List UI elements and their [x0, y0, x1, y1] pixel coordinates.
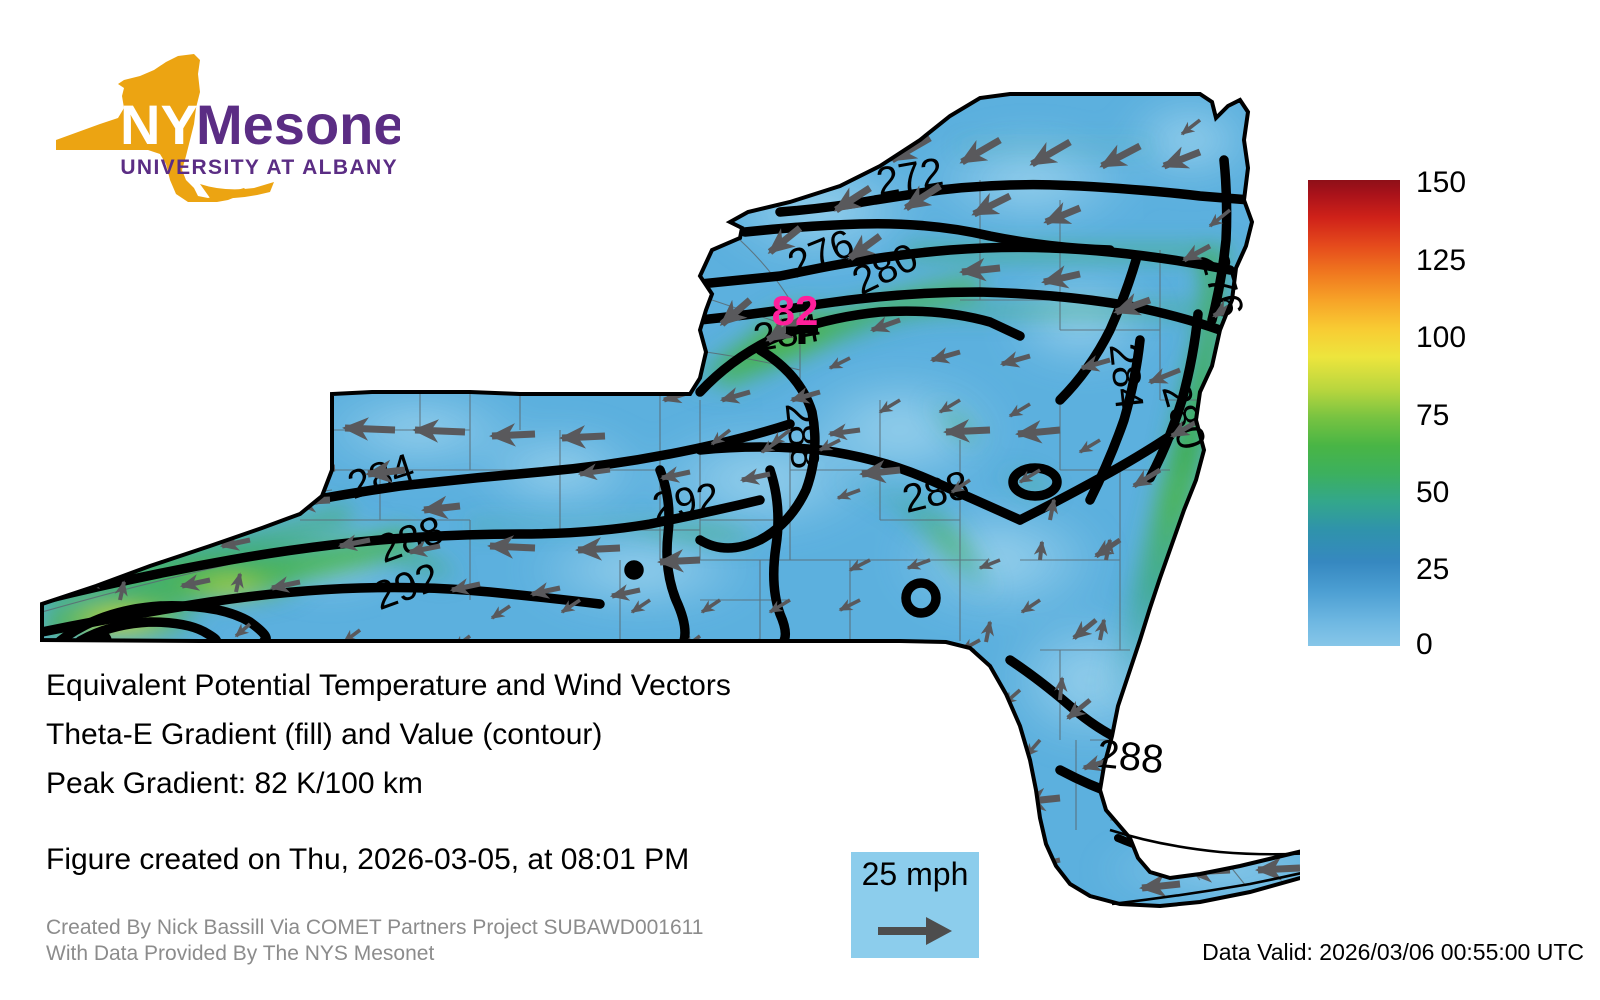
- colorbar-tick-150: 150: [1416, 166, 1467, 199]
- data-valid-timestamp: Data Valid: 2026/03/06 00:55:00 UTC: [1202, 939, 1584, 965]
- wind-legend-label: 25 mph: [861, 856, 969, 892]
- logo-long-island: [200, 182, 274, 199]
- nys-mesonet-logo: NYS Mesonet UNIVERSITY AT ALBANY: [48, 52, 400, 202]
- theta-e-map: 272 276 280 276 284 284 280 288 284 292 …: [40, 92, 1300, 908]
- colorbar-tick-50: 50: [1416, 476, 1450, 509]
- peak-gradient-marker: 82: [772, 287, 819, 344]
- map-panel: 272 276 280 276 284 284 280 288 284 292 …: [40, 92, 1300, 908]
- caption-title: Equivalent Potential Temperature and Win…: [46, 669, 731, 702]
- wind-legend-arrow-icon: [876, 914, 954, 953]
- caption-subtitle: Theta-E Gradient (fill) and Value (conto…: [46, 718, 603, 751]
- caption-created-on: Figure created on Thu, 2026-03-05, at 08…: [46, 843, 690, 876]
- colorbar-gradient: [1308, 180, 1400, 646]
- contour-label-284-e: 284: [1101, 341, 1152, 412]
- credit-line-2: With Data Provided By The NYS Mesonet: [46, 942, 435, 965]
- colorbar-tick-75: 75: [1416, 399, 1450, 432]
- wind-vector-legend: 25 mph: [851, 852, 979, 958]
- colorbar-tick-125: 125: [1416, 244, 1467, 277]
- colorbar-tick-25: 25: [1416, 553, 1450, 586]
- colorbar-tick-100: 100: [1416, 321, 1467, 354]
- logo-subtitle: UNIVERSITY AT ALBANY: [120, 156, 398, 179]
- peak-gradient-value: 82: [772, 287, 819, 334]
- logo-nys-text: NYS: [120, 93, 235, 156]
- colorbar-tick-0: 0: [1416, 628, 1433, 661]
- logo-mesonet-text: Mesonet: [196, 93, 400, 156]
- gradient-colorbar: [1308, 180, 1400, 646]
- logo-state-shape: [56, 54, 248, 202]
- credit-line-1: Created By Nick Bassill Via COMET Partne…: [46, 916, 704, 939]
- caption-peak-gradient: Peak Gradient: 82 K/100 km: [46, 767, 423, 800]
- coastline: [1109, 828, 1300, 906]
